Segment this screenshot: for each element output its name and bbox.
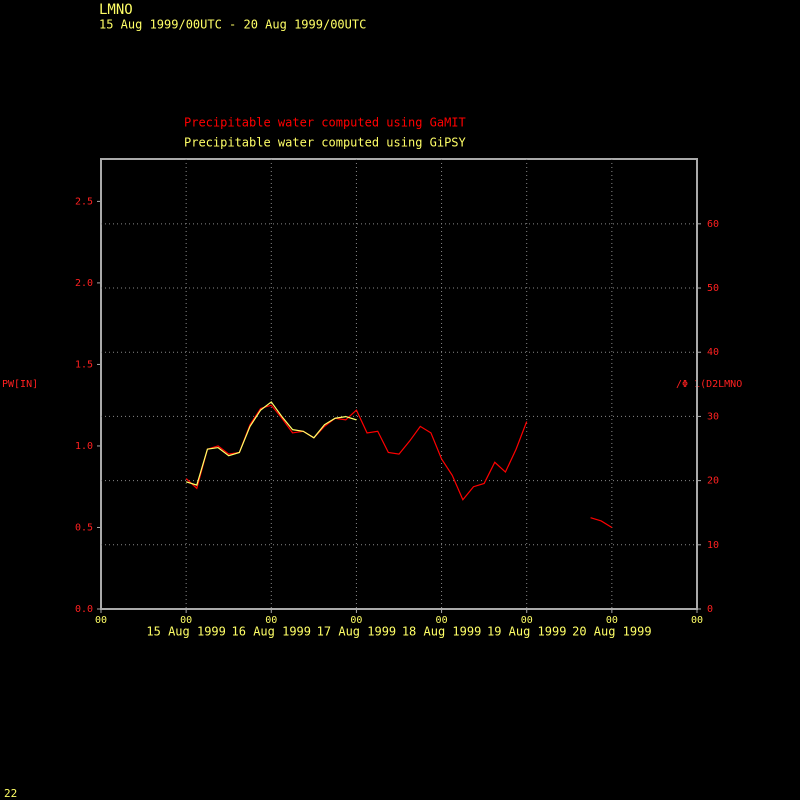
y-tick-label: 1.0 [75,441,93,452]
y-tick-label: 0.5 [75,522,93,533]
y2-tick-label: 60 [707,219,719,230]
y2-tick-label: 50 [707,283,719,294]
x-tick-label: 00 [691,615,703,626]
y-tick-label: 2.0 [75,278,93,289]
x-date-label: 16 Aug 1999 [232,625,311,639]
y2-tick-label: 10 [707,540,719,551]
x-date-label: 15 Aug 1999 [146,625,225,639]
x-tick-label: 00 [436,615,448,626]
y-tick-label: 0.0 [75,604,93,615]
x-date-label: 17 Aug 1999 [317,625,396,639]
x-tick-label: 00 [265,615,277,626]
legend-entry: Precipitable water computed using GaMIT [184,116,466,130]
footer: 22 [4,787,17,800]
x-date-label: 20 Aug 1999 [572,625,651,639]
plot-frame [100,158,698,610]
y2-tick-label: 30 [707,411,719,422]
x-tick-label: 00 [350,615,362,626]
x-date-label: 18 Aug 1999 [402,625,481,639]
x-date-label: 19 Aug 1999 [487,625,566,639]
legend-entry: Precipitable water computed using GiPSY [184,136,467,150]
y2-tick-label: 20 [707,476,719,487]
y2-axis-label: /Φ 1(D2LMNO [676,379,742,390]
x-tick-label: 00 [180,615,192,626]
chart-title: LMNO [99,2,133,18]
x-tick-label: 00 [521,615,533,626]
x-tick-label: 00 [606,615,618,626]
y-tick-label: 1.5 [75,359,93,370]
y2-tick-label: 40 [707,347,719,358]
y2-tick-label: 0 [707,604,713,615]
data-line [185,401,357,486]
y-axis-label: PW[IN] [2,379,38,390]
data-line [590,517,613,528]
chart-subtitle: 15 Aug 1999/00UTC - 20 Aug 1999/00UTC [99,18,366,32]
x-tick-label: 00 [95,615,107,626]
y-tick-label: 2.5 [75,196,93,207]
